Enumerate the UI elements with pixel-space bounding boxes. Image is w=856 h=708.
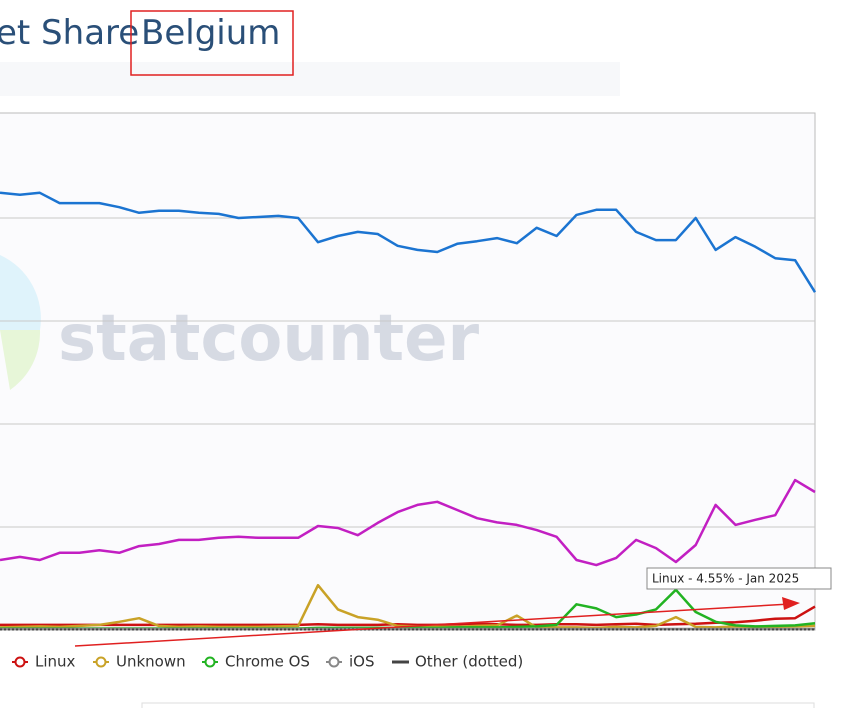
watermark: statcounter	[58, 302, 480, 376]
series-line	[0, 191, 817, 293]
arrow-head	[782, 597, 800, 610]
series-line	[0, 605, 816, 627]
legend-label[interactable]: Linux	[35, 653, 76, 671]
legend-label[interactable]: Chrome OS	[225, 653, 310, 671]
legend-marker	[95, 656, 107, 668]
legend-marker	[328, 656, 340, 668]
legend-marker	[14, 656, 26, 668]
series-line	[0, 478, 816, 567]
highlight-box	[130, 10, 294, 76]
legend-label[interactable]: Unknown	[116, 653, 186, 671]
legend-label[interactable]: Other (dotted)	[415, 653, 523, 671]
logo	[0, 330, 41, 390]
logo	[0, 255, 41, 330]
legend-label[interactable]: iOS	[349, 653, 375, 671]
title-start: et Share	[0, 13, 139, 53]
panel	[141, 702, 815, 708]
tooltip: Linux - 4.55% - Jan 2025	[652, 572, 799, 586]
annotation-arrow	[74, 603, 791, 647]
title-band	[0, 62, 620, 96]
title-region: Belgium	[141, 13, 280, 53]
legend-marker	[204, 656, 216, 668]
tooltip-box	[646, 567, 832, 590]
